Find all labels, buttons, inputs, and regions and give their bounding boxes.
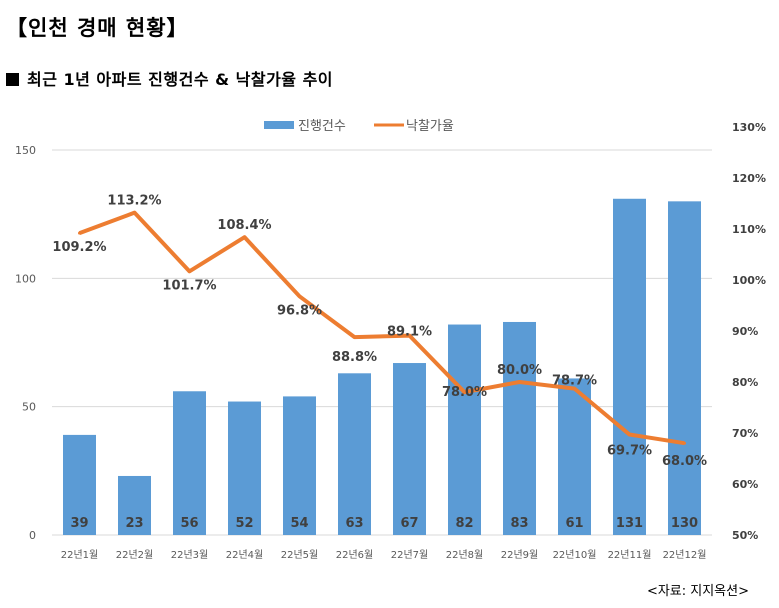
right-tick-label: 130% — [732, 121, 766, 134]
line-point — [298, 294, 301, 298]
left-tick-label: 0 — [29, 529, 36, 542]
bar-value-label: 131 — [616, 516, 643, 531]
bar — [63, 434, 96, 535]
category-label: 22년12월 — [663, 549, 707, 561]
category-label: 22년10월 — [553, 549, 597, 561]
bar-series — [63, 198, 701, 536]
left-axis-ticks: 0 50 100 150 — [15, 144, 36, 542]
bar-data-labels: 39 23 56 52 54 63 67 82 83 61 131 130 — [70, 516, 698, 531]
line-point — [573, 387, 576, 391]
source-note: <자료: 지지옥션> — [646, 584, 749, 599]
line-series — [78, 210, 686, 446]
bar — [393, 363, 426, 535]
bar-value-label: 23 — [125, 516, 143, 531]
right-tick-label: 110% — [732, 223, 766, 236]
category-label: 22년11월 — [608, 549, 652, 561]
bar-value-label: 130 — [671, 516, 698, 531]
category-label: 22년1월 — [61, 549, 99, 561]
line-point — [408, 334, 411, 338]
bar — [613, 198, 646, 535]
left-tick-label: 100 — [15, 272, 36, 285]
line-point — [683, 441, 686, 445]
category-label: 22년4월 — [226, 549, 264, 561]
line-value-label: 68.0% — [662, 454, 707, 469]
line-point — [133, 211, 136, 215]
square-bullet-icon — [6, 73, 19, 86]
bar-value-label: 63 — [345, 516, 363, 531]
legend-label-line: 낙찰가율 — [406, 119, 454, 134]
line-data-labels: 109.2% 113.2% 101.7% 108.4% 96.8% 88.8% 89.1% 7… — [52, 194, 707, 470]
bar — [503, 321, 536, 535]
category-label: 22년5월 — [281, 549, 319, 561]
legend-swatch-bar — [264, 121, 294, 129]
category-label: 22년6월 — [336, 549, 374, 561]
line-value-label: 80.0% — [497, 363, 542, 378]
bar — [558, 378, 591, 535]
line-value-label: 113.2% — [107, 194, 161, 209]
line-value-label: 108.4% — [217, 218, 271, 233]
line-point — [518, 380, 521, 384]
bar — [283, 396, 316, 535]
bar — [228, 401, 261, 535]
page-title: 【인천 경매 현황】 — [6, 16, 189, 40]
bar-value-label: 67 — [400, 516, 418, 531]
bar — [338, 373, 371, 535]
category-label: 22년7월 — [391, 549, 429, 561]
bar-value-label: 61 — [565, 516, 583, 531]
bar-value-label: 39 — [70, 516, 88, 531]
line-point — [188, 269, 191, 273]
bar-value-label: 83 — [510, 516, 528, 531]
bar-value-label: 56 — [180, 516, 198, 531]
right-tick-label: 80% — [732, 376, 758, 389]
left-tick-label: 50 — [22, 401, 36, 414]
bar-value-label: 52 — [235, 516, 253, 531]
line-value-label: 78.7% — [552, 374, 597, 389]
chart-subtitle: 최근 1년 아파트 진행건수 & 낙찰가율 추이 — [6, 66, 333, 90]
line-value-label: 101.7% — [162, 278, 216, 293]
line-value-label: 88.8% — [332, 350, 377, 365]
chart-legend: 진행건수 낙찰가율 — [264, 118, 454, 134]
gridlines — [52, 149, 712, 536]
line-value-label: 69.7% — [607, 444, 652, 459]
chart-subtitle-text: 최근 1년 아파트 진행건수 & 낙찰가율 추이 — [27, 70, 334, 89]
bar-value-label: 54 — [290, 516, 308, 531]
left-tick-label: 150 — [15, 144, 36, 157]
bar-value-label: 82 — [455, 516, 473, 531]
line-value-label: 109.2% — [52, 240, 106, 255]
legend-label-bar: 진행건수 — [298, 118, 346, 134]
line-value-label: 89.1% — [387, 325, 432, 340]
line-point — [628, 433, 631, 437]
x-axis-categories: 22년1월 22년2월 22년3월 22년4월 22년5월 22년6월 22년7월 22년8월… — [61, 549, 707, 561]
right-tick-label: 70% — [732, 427, 758, 440]
right-tick-label: 120% — [732, 172, 766, 185]
line-point — [353, 335, 356, 339]
line-point — [78, 231, 81, 235]
line-point — [463, 390, 466, 394]
bar — [448, 324, 481, 535]
right-tick-label: 90% — [732, 325, 758, 338]
right-tick-label: 60% — [732, 478, 758, 491]
category-label: 22년9월 — [501, 549, 539, 561]
line-value-label: 78.0% — [442, 385, 487, 400]
right-tick-label: 50% — [732, 529, 758, 542]
category-label: 22년8월 — [446, 549, 484, 561]
category-label: 22년2월 — [116, 549, 154, 561]
line-value-label: 96.8% — [277, 303, 322, 318]
right-axis-ticks: 50% 60% 70% 80% 90% 100% 110% 120% 130% — [732, 121, 766, 542]
category-label: 22년3월 — [171, 549, 209, 561]
bar — [118, 475, 151, 535]
line-path — [78, 210, 685, 446]
right-tick-label: 100% — [732, 274, 766, 287]
bar — [173, 391, 206, 535]
line-point — [243, 235, 246, 239]
bar — [668, 201, 701, 536]
